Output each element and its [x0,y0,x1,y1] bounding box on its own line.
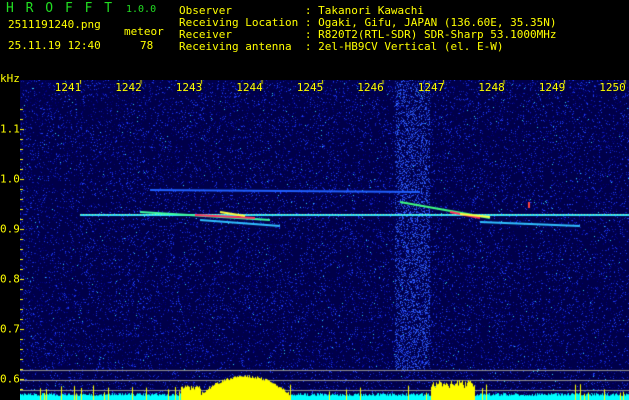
x-tick-label: 1248 [478,81,505,94]
info-value: : Takanori Kawachi [304,4,425,17]
x-tick-label: 1247 [417,81,445,94]
meteor-count: 78 [140,39,154,52]
x-tick-label: 1242 [115,81,142,94]
info-receiver: Receiver : R820T2(RTL-SDR) SDR-Sharp 53.… [179,29,557,41]
y-axis-unit: kHz [0,72,20,85]
x-tick-label: 1246 [357,81,384,94]
y-tick-label: 0.6 [0,372,20,386]
y-tick-label: 0.7 [0,322,20,336]
info-label: Receiver [179,28,305,41]
y-tick-label: 1.1 [0,122,20,136]
x-tick-label: 1241 [54,81,82,94]
x-tick-label: 1244 [236,81,263,94]
x-tick-label: 1249 [538,81,566,94]
meteor-label: meteor [124,25,164,38]
info-location: Receiving Location : Ogaki, Gifu, JAPAN … [179,17,557,29]
app-logo: H R O F F T [6,1,115,16]
info-value: : R820T2(RTL-SDR) SDR-Sharp 53.1000MHz [304,28,557,41]
x-tick-label: 1243 [175,81,203,94]
info-value: : Ogaki, Gifu, JAPAN (136.60E, 35.35N) [304,16,557,29]
filename-label: 2511191240.png [8,18,101,31]
info-observer: Observer : Takanori Kawachi [179,5,424,17]
waterfall-spectrogram [20,80,629,400]
x-tick-label: 1245 [296,81,324,94]
info-label: Observer [179,4,305,17]
y-tick-label: 0.8 [0,272,20,286]
info-label: Receiving Location [179,16,305,29]
version-label: 1.0.0 [126,4,157,15]
x-tick-label: 1250 [599,81,626,94]
info-value: : 2el-HB9CV Vertical (el. E-W) [304,40,504,53]
info-antenna: Receiving antenna : 2el-HB9CV Vertical (… [179,41,504,53]
y-tick-label: 0.9 [0,222,20,236]
y-tick-label: 1.0 [0,172,20,186]
info-label: Receiving antenna [179,40,305,53]
datetime-label: 25.11.19 12:40 [8,39,101,52]
